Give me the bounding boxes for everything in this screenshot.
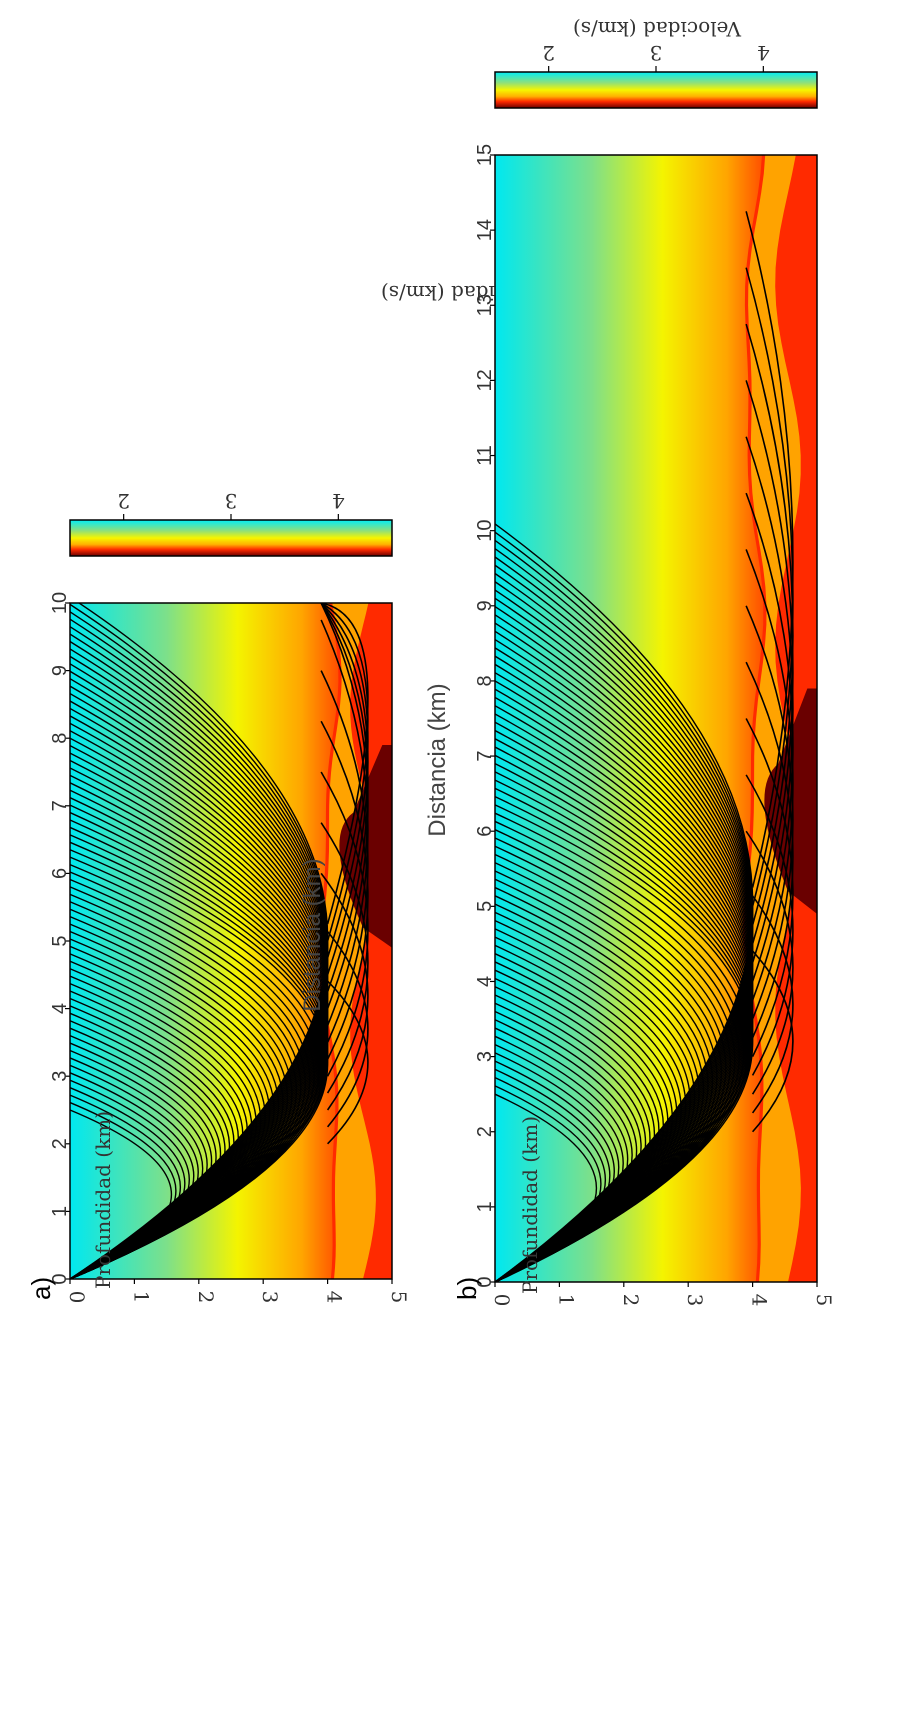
x-tick-label: 2 (49, 1138, 71, 1149)
ray-path (70, 603, 329, 1279)
colorbar-b (494, 71, 818, 109)
colorbar-ticks-b: 2 3 4 (542, 41, 770, 72)
colorbar-tick-label: 3 (650, 41, 663, 65)
y-tick-label: 1 (554, 1294, 578, 1307)
deep-ray-path (745, 211, 794, 888)
x-tick-label: 12 (474, 369, 496, 391)
x-tick-label: 6 (49, 868, 71, 879)
x-tick-label: 9 (49, 665, 71, 676)
x-tick-label: 14 (474, 219, 496, 241)
ray-path (495, 523, 754, 1282)
y-tick-label: 2 (194, 1291, 218, 1304)
x-tick-label: 8 (49, 733, 71, 744)
y-tick-label: 5 (387, 1291, 411, 1304)
panel-label-a: a) (26, 1277, 56, 1300)
ray-paths-a (70, 603, 369, 1279)
x-tick-label: 4 (474, 976, 496, 987)
x-tick-label: 2 (474, 1126, 496, 1137)
y-tick-label: 3 (683, 1294, 707, 1307)
x-tick-label: 13 (474, 294, 496, 316)
plot-frame-b (494, 154, 818, 1283)
x-tick-label: 8 (474, 675, 496, 686)
y-tick-label: 4 (748, 1294, 772, 1307)
deep-ray-path (745, 718, 794, 1057)
deep-layer-band (321, 603, 376, 1279)
x-tick-label: 9 (474, 600, 496, 611)
x-tick-label: 7 (474, 751, 496, 762)
x-tick-label: 5 (474, 901, 496, 912)
colorbar-ticks-a: 2 3 4 (117, 489, 345, 520)
x-tick-label: 1 (49, 1206, 71, 1217)
x-axis-label-a: Distancia (km) (299, 858, 326, 1011)
x-tick-label: 0 (474, 1276, 496, 1287)
x-axis-label-b: Distancia (km) (424, 683, 451, 836)
x-tick-label: 7 (49, 800, 71, 811)
colorbar-tick-label: 4 (332, 489, 345, 513)
y-tick-label: 0 (490, 1294, 514, 1307)
deep-ray-path (320, 720, 369, 1060)
x-tick-label: 3 (49, 1071, 71, 1082)
x-tick-label: 10 (474, 520, 496, 542)
deep-ray-path (745, 774, 794, 1076)
x-tick-label: 15 (474, 144, 496, 166)
x-tick-label: 10 (49, 592, 71, 614)
y-axis-label-b: Profundidad (km) (518, 1116, 542, 1294)
y-tick-label: 1 (129, 1291, 153, 1304)
x-tick-label: 1 (474, 1201, 496, 1212)
x-tick-label: 4 (49, 1003, 71, 1014)
y-axis-label-a: Profundidad (km) (91, 1111, 115, 1289)
deep-ray-path (745, 943, 794, 1133)
y-tick-label: 5 (812, 1294, 836, 1307)
deep-ray-path (320, 974, 369, 1145)
deep-ray-path (745, 830, 794, 1095)
panel-label-b: b) (452, 1277, 482, 1300)
y-tick-label: 4 (323, 1291, 347, 1304)
ray-paths-b (495, 211, 794, 1282)
colorbar-a (69, 519, 393, 557)
colorbar-tick-label: 2 (117, 489, 130, 513)
colorbar-tick-label: 4 (757, 41, 770, 65)
colorbar-label-b: Velocidad (km/s) (573, 17, 742, 41)
deep-ray-path (320, 771, 369, 1077)
deep-ray-path (320, 872, 369, 1111)
y-tick-label: 3 (258, 1291, 282, 1304)
colorbar-tick-label: 3 (225, 489, 238, 513)
deep-ray-path (320, 822, 369, 1094)
x-tick-label: 5 (49, 935, 71, 946)
y-tick-label: 2 (619, 1294, 643, 1307)
deep-ray-path (321, 603, 369, 925)
x-tick-label: 6 (474, 826, 496, 837)
x-tick-label: 3 (474, 1051, 496, 1062)
y-tick-label: 0 (65, 1291, 89, 1304)
axis-ticks-a: 0 1 2 3 4 5 6 7 8 9 10 0 1 2 3 4 5 (49, 592, 411, 1303)
x-tick-label: 0 (49, 1273, 71, 1284)
colorbar-tick-label: 2 (542, 41, 555, 65)
x-tick-label: 11 (474, 445, 496, 466)
